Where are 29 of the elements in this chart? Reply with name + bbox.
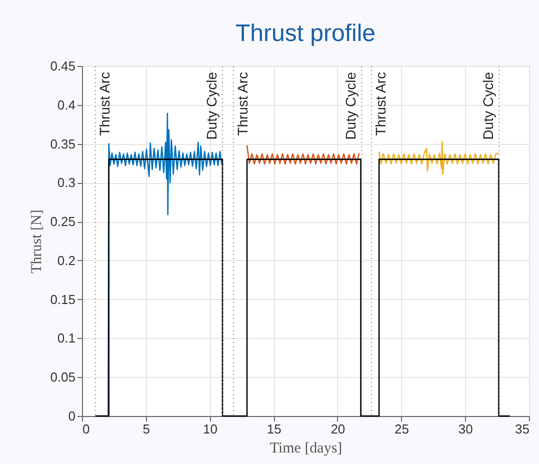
ref-line-label: Duty Cycle <box>342 72 359 140</box>
x-tick-label: 15 <box>266 422 282 436</box>
x-tick-label: 0 <box>82 422 90 436</box>
x-tick-label: 35 <box>515 422 530 436</box>
x-tick-label: 25 <box>394 422 410 436</box>
y-tick-label: 0.45 <box>50 58 76 74</box>
ref-line-label: Duty Cycle <box>480 72 496 140</box>
y-tick-label: 0.4 <box>57 97 76 112</box>
x-axis-title: Time [days] <box>270 440 342 456</box>
y-axis-title: Thrust [N] <box>29 210 46 274</box>
y-tick-label: 0.3 <box>57 175 76 190</box>
ref-line-label: Thrust Arc <box>372 72 389 136</box>
ref-line-label: Thrust Arc <box>234 72 250 136</box>
y-tick-label: 0 <box>68 408 76 424</box>
x-tick-label: 20 <box>330 422 346 436</box>
ref-line-label: Thrust Arc <box>96 72 112 136</box>
x-tick-label: 30 <box>458 422 473 436</box>
y-tick-label: 0.15 <box>50 292 76 307</box>
line-series <box>246 144 360 165</box>
x-tick-label: 10 <box>202 422 218 436</box>
chart-title: Thrust profile <box>235 20 376 47</box>
x-tick-label: 5 <box>142 422 150 436</box>
y-tick-label: 0.1 <box>57 330 76 346</box>
y-tick-label: 0.25 <box>50 214 76 230</box>
y-tick-label: 0.35 <box>50 136 76 152</box>
ref-line-label: Duty Cycle <box>203 72 220 140</box>
line-series <box>378 140 499 175</box>
y-tick-label: 0.2 <box>57 252 76 268</box>
y-tick-label: 0.05 <box>50 370 76 385</box>
